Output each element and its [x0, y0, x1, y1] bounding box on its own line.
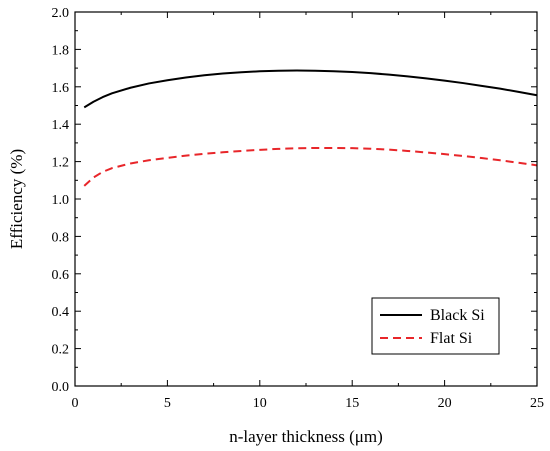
series-lines [83, 69, 538, 187]
y-tick-label: 2.0 [52, 6, 70, 21]
y-tick-label: 0.6 [52, 268, 70, 283]
x-tick-label: 20 [438, 396, 452, 411]
y-tick-label: 0.2 [52, 343, 70, 358]
y-tick-label: 0.4 [52, 305, 70, 320]
legend-label: Black Si [430, 307, 485, 324]
series-line-black-si [83, 69, 538, 109]
x-tick-label: 0 [72, 396, 79, 411]
legend-box [371, 297, 500, 355]
x-tick-label: 25 [530, 396, 544, 411]
x-axis-title: n-layer thickness (μm) [229, 427, 383, 446]
x-tick-label: 10 [253, 396, 267, 411]
tick-labels: 0 5 10 15 20 25 0.0 0.2 0.4 0.6 0.8 1.0 1.2 1.4 1.6 1.8… [52, 6, 545, 411]
y-tick-label: 1.6 [52, 81, 70, 96]
x-tick-label: 5 [164, 396, 171, 411]
y-tick-label: 1.2 [52, 156, 70, 171]
y-tick-label: 1.8 [52, 43, 70, 58]
series-line-flat-si [83, 146, 538, 187]
y-tick-label: 0.0 [52, 380, 70, 395]
legend: Black Si Flat Si [371, 297, 500, 355]
x-tick-label: 15 [345, 396, 359, 411]
plot-frame [74, 11, 538, 387]
legend-label: Flat Si [430, 330, 473, 347]
y-tick-label: 1.0 [52, 193, 70, 208]
y-tick-label: 0.8 [52, 230, 70, 245]
y-tick-label: 1.4 [52, 118, 70, 133]
y-axis-title: Efficiency (%) [7, 149, 26, 249]
